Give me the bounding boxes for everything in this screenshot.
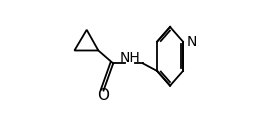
Text: NH: NH — [120, 51, 140, 65]
Text: N: N — [186, 35, 197, 49]
Text: O: O — [98, 88, 109, 103]
